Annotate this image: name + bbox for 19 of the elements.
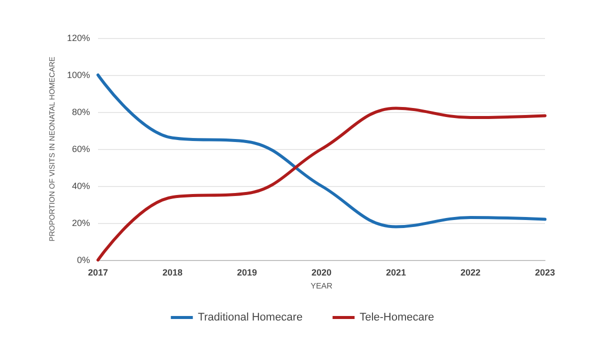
line-series [96, 74, 546, 228]
legend-label: Traditional Homecare [198, 312, 303, 324]
y-tick-label: 80% [72, 107, 90, 117]
y-tick-label: 0% [76, 255, 90, 265]
x-tick-label: 2018 [162, 268, 183, 278]
y-tick-label: 20% [72, 218, 90, 228]
y-tick-label: 120% [66, 33, 90, 43]
x-tick-label: 2021 [386, 268, 406, 278]
x-tick-label: 2019 [236, 268, 258, 278]
x-axis-title: YEAR [310, 281, 333, 290]
x-tick-label: 2022 [460, 268, 481, 278]
line-series [96, 106, 546, 262]
y-tick-label: 100% [66, 70, 90, 80]
y-tick-label: 40% [72, 181, 90, 191]
legend-label: Tele-Homecare [360, 312, 434, 324]
x-tick-label: 2020 [311, 268, 332, 278]
x-tick-label: 2017 [88, 268, 108, 278]
x-tick-label: 2023 [534, 268, 556, 278]
y-tick-label: 60% [72, 144, 90, 154]
